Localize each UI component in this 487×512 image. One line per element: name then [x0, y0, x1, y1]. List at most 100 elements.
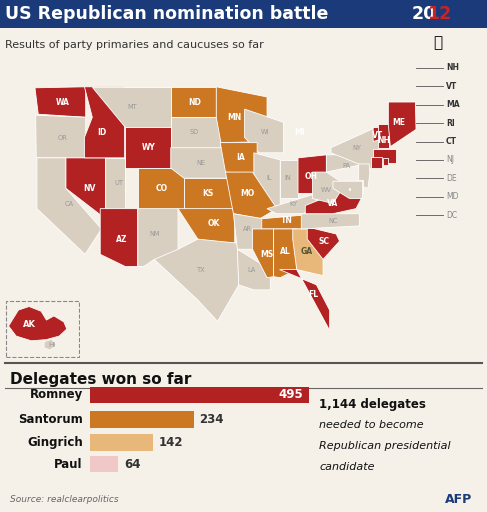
Bar	[0, 0, 487, 28]
Text: MI: MI	[295, 128, 305, 137]
Text: AR: AR	[243, 226, 252, 232]
Polygon shape	[138, 209, 178, 267]
Text: PA: PA	[342, 163, 350, 169]
Text: CA: CA	[65, 201, 74, 206]
Text: KS: KS	[202, 189, 213, 198]
Polygon shape	[171, 87, 216, 117]
Text: WI: WI	[261, 130, 269, 136]
Text: NV: NV	[83, 184, 95, 193]
Polygon shape	[44, 339, 56, 350]
Text: IL: IL	[266, 175, 272, 181]
Text: MS: MS	[261, 250, 274, 259]
Text: 20: 20	[412, 5, 436, 23]
Polygon shape	[66, 158, 106, 219]
Text: Republican presidential: Republican presidential	[319, 441, 450, 451]
Text: OH: OH	[305, 172, 318, 181]
Polygon shape	[138, 168, 184, 209]
Text: WY: WY	[141, 143, 155, 152]
Text: NM: NM	[150, 231, 160, 237]
Polygon shape	[383, 158, 388, 165]
Text: MD: MD	[446, 193, 459, 201]
Text: IN: IN	[285, 175, 292, 181]
Polygon shape	[216, 87, 267, 143]
Polygon shape	[84, 87, 125, 158]
Text: VT: VT	[446, 82, 457, 91]
Polygon shape	[293, 229, 323, 275]
Text: NE: NE	[197, 160, 206, 166]
Text: AK: AK	[22, 320, 36, 329]
Text: Romney: Romney	[30, 389, 83, 401]
Text: CT: CT	[446, 137, 457, 146]
Text: VT: VT	[372, 131, 383, 140]
Text: candidate: candidate	[319, 462, 375, 472]
Polygon shape	[35, 87, 86, 117]
Text: CO: CO	[155, 184, 168, 193]
Bar	[90, 412, 194, 428]
Polygon shape	[237, 249, 270, 290]
Text: Gingrich: Gingrich	[27, 436, 83, 449]
Text: 1,144 delegates: 1,144 delegates	[319, 398, 426, 411]
Polygon shape	[37, 158, 101, 254]
Bar	[90, 456, 118, 472]
Text: DE: DE	[446, 174, 457, 183]
Text: NY: NY	[353, 145, 362, 151]
Text: needed to become: needed to become	[319, 420, 424, 430]
Text: 64: 64	[124, 458, 141, 471]
Text: 495: 495	[279, 389, 303, 401]
Text: UT: UT	[114, 180, 123, 186]
Polygon shape	[333, 181, 363, 199]
Text: 142: 142	[159, 436, 183, 449]
Polygon shape	[331, 127, 386, 169]
Polygon shape	[171, 147, 229, 178]
Text: ID: ID	[97, 128, 107, 137]
Polygon shape	[36, 115, 86, 158]
Polygon shape	[388, 102, 416, 147]
Bar	[90, 434, 153, 451]
Polygon shape	[220, 143, 257, 174]
Polygon shape	[267, 194, 317, 214]
Text: Source: realclearpolitics: Source: realclearpolitics	[10, 495, 118, 504]
Polygon shape	[171, 117, 220, 147]
Text: OR: OR	[57, 135, 68, 141]
Text: TX: TX	[197, 267, 206, 272]
Text: ND: ND	[188, 97, 201, 106]
Polygon shape	[105, 158, 125, 209]
Bar	[412, 28, 487, 59]
Polygon shape	[184, 178, 233, 209]
Text: DC: DC	[446, 211, 457, 220]
Text: GA: GA	[300, 247, 313, 256]
Text: LA: LA	[248, 267, 256, 272]
Polygon shape	[280, 269, 330, 331]
Text: NC: NC	[328, 218, 337, 224]
Text: MN: MN	[227, 113, 241, 122]
Text: Paul: Paul	[54, 458, 83, 471]
Polygon shape	[373, 148, 395, 163]
Text: US Republican nomination battle: US Republican nomination battle	[5, 5, 328, 23]
Polygon shape	[358, 164, 370, 188]
Polygon shape	[371, 157, 382, 168]
Polygon shape	[313, 172, 345, 204]
Polygon shape	[125, 127, 171, 168]
Polygon shape	[305, 188, 361, 214]
Text: SD: SD	[190, 130, 199, 136]
Polygon shape	[280, 160, 298, 199]
FancyBboxPatch shape	[6, 301, 79, 357]
Polygon shape	[357, 180, 363, 194]
Polygon shape	[233, 214, 264, 249]
Text: MA: MA	[446, 100, 460, 109]
Text: TN: TN	[281, 217, 293, 225]
Text: Results of party primaries and caucuses so far: Results of party primaries and caucuses …	[5, 40, 263, 50]
Polygon shape	[298, 155, 326, 194]
Text: FL: FL	[308, 290, 318, 300]
Polygon shape	[326, 155, 365, 172]
Polygon shape	[100, 209, 138, 267]
Polygon shape	[93, 87, 171, 127]
Text: MO: MO	[240, 189, 254, 198]
Polygon shape	[378, 124, 389, 147]
Text: 234: 234	[200, 413, 224, 426]
Polygon shape	[9, 307, 67, 341]
Text: KY: KY	[289, 201, 298, 206]
Text: OK: OK	[208, 219, 221, 228]
Text: Santorum: Santorum	[18, 413, 83, 426]
Bar	[90, 387, 309, 403]
